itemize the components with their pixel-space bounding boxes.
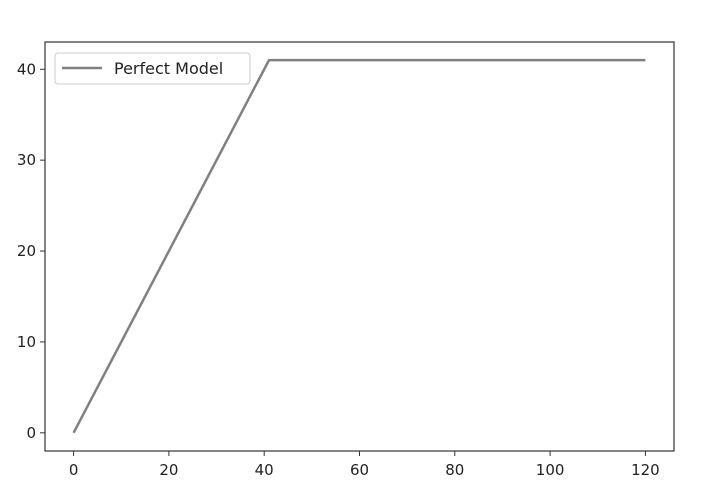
y-tick-label-10: 10: [17, 333, 36, 351]
x-tick-label-40: 40: [255, 461, 274, 479]
x-tick-label-120: 120: [631, 461, 660, 479]
y-tick-label-40: 40: [17, 60, 36, 78]
y-tick-label-0: 0: [26, 424, 36, 442]
series-layer: [72, 58, 646, 434]
y-axis: 0 10 20 30 40: [17, 60, 45, 442]
y-tick-label-20: 20: [17, 242, 36, 260]
series-line-perfect-model: [72, 58, 646, 434]
plot-area: [44, 41, 675, 452]
x-tick-label-80: 80: [445, 461, 464, 479]
x-tick-label-20: 20: [159, 461, 178, 479]
legend-box: [54, 52, 251, 85]
x-tick-label-0: 0: [69, 461, 79, 479]
x-axis: 0 20 40 60 80 100 120: [69, 451, 660, 479]
legend: Perfect Model: [54, 52, 251, 85]
legend-label-perfect-model: Perfect Model: [114, 59, 223, 78]
x-tick-label-60: 60: [350, 461, 369, 479]
x-tick-label-100: 100: [536, 461, 565, 479]
y-tick-label-30: 30: [17, 151, 36, 169]
